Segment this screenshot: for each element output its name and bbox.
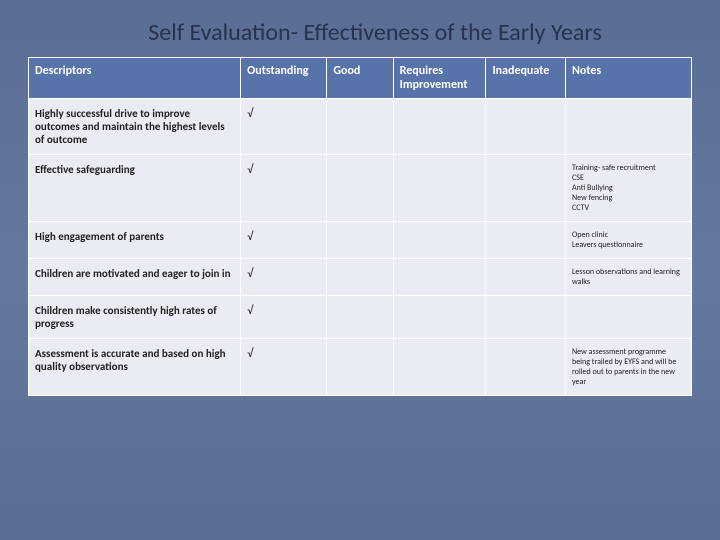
col-outstanding: Outstanding xyxy=(241,58,327,99)
cell-requires xyxy=(393,296,486,339)
page-title: Self Evaluation- Effectiveness of the Ea… xyxy=(28,18,692,47)
cell-notes xyxy=(566,296,692,339)
cell-notes: Open clinicLeavers questionnaire xyxy=(566,222,692,259)
table-header-row: Descriptors Outstanding Good Requires Im… xyxy=(29,58,692,99)
cell-requires xyxy=(393,259,486,296)
cell-good xyxy=(327,155,393,222)
cell-good xyxy=(327,296,393,339)
cell-descriptor: Effective safeguarding xyxy=(29,155,241,222)
col-notes: Notes xyxy=(566,58,692,99)
cell-requires xyxy=(393,99,486,155)
cell-inadequate xyxy=(486,259,566,296)
cell-good xyxy=(327,222,393,259)
cell-inadequate xyxy=(486,222,566,259)
cell-notes: Training- safe recruitmentCSEAnti Bullyi… xyxy=(566,155,692,222)
cell-inadequate xyxy=(486,339,566,396)
table-row: Highly successful drive to improve outco… xyxy=(29,99,692,155)
table-row: Effective safeguarding √ Training- safe … xyxy=(29,155,692,222)
cell-outstanding: √ xyxy=(241,296,327,339)
table-row: High engagement of parents √ Open clinic… xyxy=(29,222,692,259)
cell-descriptor: Highly successful drive to improve outco… xyxy=(29,99,241,155)
cell-outstanding: √ xyxy=(241,339,327,396)
cell-outstanding: √ xyxy=(241,222,327,259)
cell-descriptor: Assessment is accurate and based on high… xyxy=(29,339,241,396)
cell-notes: Lesson observations and learning walks xyxy=(566,259,692,296)
table-row: Children are motivated and eager to join… xyxy=(29,259,692,296)
col-inadequate: Inadequate xyxy=(486,58,566,99)
cell-outstanding: √ xyxy=(241,259,327,296)
cell-descriptor: Children make consistently high rates of… xyxy=(29,296,241,339)
cell-inadequate xyxy=(486,296,566,339)
cell-descriptor: High engagement of parents xyxy=(29,222,241,259)
cell-requires xyxy=(393,222,486,259)
table-row: Assessment is accurate and based on high… xyxy=(29,339,692,396)
cell-notes: New assessment programme being trailed b… xyxy=(566,339,692,396)
cell-good xyxy=(327,99,393,155)
cell-inadequate xyxy=(486,155,566,222)
cell-requires xyxy=(393,155,486,222)
evaluation-table: Descriptors Outstanding Good Requires Im… xyxy=(28,57,692,396)
col-requires: Requires Improvement xyxy=(393,58,486,99)
cell-outstanding: √ xyxy=(241,99,327,155)
table-row: Children make consistently high rates of… xyxy=(29,296,692,339)
cell-inadequate xyxy=(486,99,566,155)
col-descriptors: Descriptors xyxy=(29,58,241,99)
cell-notes xyxy=(566,99,692,155)
cell-descriptor: Children are motivated and eager to join… xyxy=(29,259,241,296)
cell-good xyxy=(327,259,393,296)
cell-outstanding: √ xyxy=(241,155,327,222)
col-good: Good xyxy=(327,58,393,99)
slide: Self Evaluation- Effectiveness of the Ea… xyxy=(0,0,720,414)
table-body: Highly successful drive to improve outco… xyxy=(29,99,692,396)
cell-good xyxy=(327,339,393,396)
cell-requires xyxy=(393,339,486,396)
